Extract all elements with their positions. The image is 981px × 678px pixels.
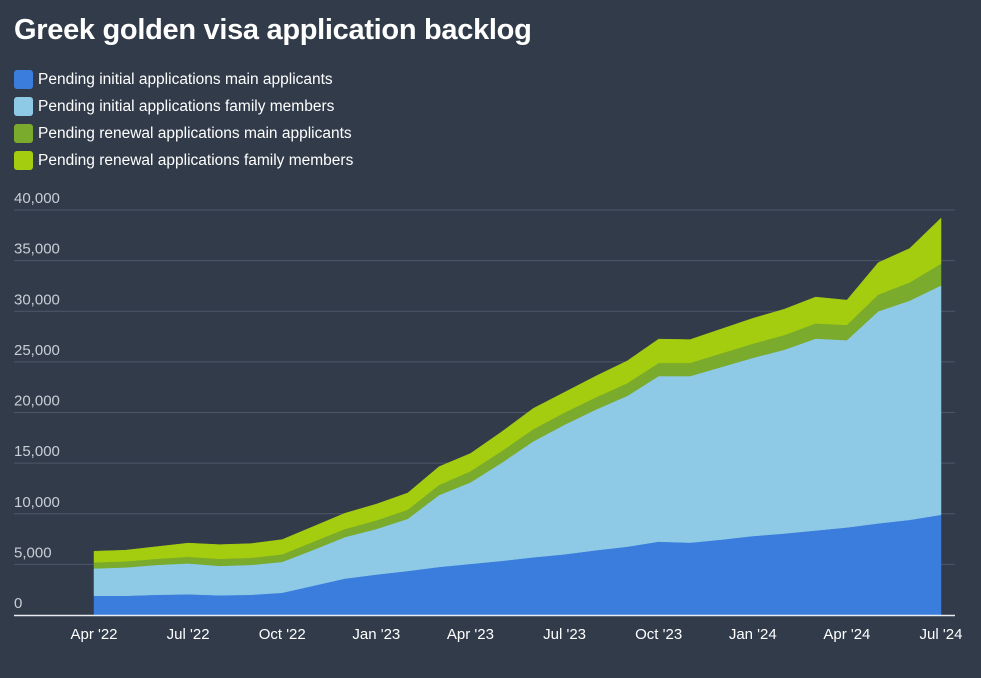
y-tick-label: 15,000 <box>14 443 60 460</box>
x-tick-label: Apr '24 <box>823 626 870 643</box>
axis-layer: 0 5,000 10,000 15,000 20,000 25,000 30,000 35,0… <box>14 190 962 643</box>
legend-label-renewal-main: Pending renewal applications main applic… <box>38 124 352 142</box>
area-series-3[interactable] <box>93 217 942 563</box>
area-series-layer <box>93 217 942 616</box>
legend-label-initial-main: Pending initial applications main applic… <box>38 70 333 88</box>
legend-item-renewal-main[interactable]: Pending renewal applications main applic… <box>14 120 353 147</box>
legend-swatch-initial-main <box>14 70 33 89</box>
x-tick-label: Jul '23 <box>543 626 586 643</box>
y-tick-label: 25,000 <box>14 342 60 359</box>
x-tick-label: Jul '22 <box>167 626 210 643</box>
x-tick-label: Apr '23 <box>447 626 494 643</box>
legend-label-initial-family: Pending initial applications family memb… <box>38 97 335 115</box>
legend-label-renewal-family: Pending renewal applications family memb… <box>38 151 354 169</box>
chart-title: Greek golden visa application backlog <box>14 14 532 46</box>
legend-swatch-renewal-main <box>14 124 33 143</box>
x-tick-label: Oct '22 <box>259 626 306 643</box>
x-tick-label: Jul '24 <box>920 626 963 643</box>
legend-swatch-renewal-family <box>14 151 33 170</box>
x-tick-label: Oct '23 <box>635 626 682 643</box>
y-tick-label: 40,000 <box>14 190 60 207</box>
legend-item-renewal-family[interactable]: Pending renewal applications family memb… <box>14 147 353 174</box>
legend-swatch-initial-family <box>14 97 33 116</box>
y-tick-label: 35,000 <box>14 241 60 258</box>
y-tick-label: 5,000 <box>14 544 52 561</box>
y-tick-label: 20,000 <box>14 393 60 410</box>
y-tick-label: 30,000 <box>14 291 60 308</box>
chart-legend: Pending initial applications main applic… <box>14 66 353 174</box>
legend-item-initial-family[interactable]: Pending initial applications family memb… <box>14 93 353 120</box>
x-tick-label: Apr '22 <box>70 626 117 643</box>
y-tick-label: 0 <box>14 595 22 612</box>
x-tick-label: Jan '24 <box>729 626 777 643</box>
legend-item-initial-main[interactable]: Pending initial applications main applic… <box>14 66 353 93</box>
x-tick-label: Jan '23 <box>352 626 400 643</box>
y-tick-label: 10,000 <box>14 494 60 511</box>
